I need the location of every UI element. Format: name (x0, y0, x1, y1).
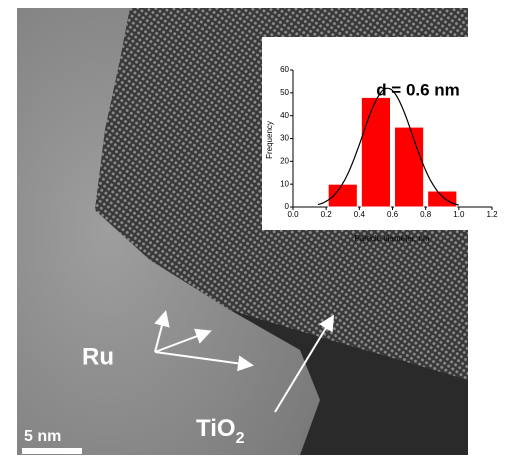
bar (328, 184, 357, 207)
scale-bar (22, 448, 82, 454)
tio2-subscript: 2 (236, 430, 245, 447)
bar (428, 191, 457, 207)
bar (361, 97, 390, 207)
y-tick-label: 50 (280, 88, 289, 97)
x-tick-label: 0.8 (420, 210, 432, 219)
x-axis-label: Particle diameter, nm (354, 234, 429, 243)
y-tick-label: 40 (280, 111, 289, 120)
x-tick-label: 0.0 (287, 210, 299, 219)
x-tick-label: 1.0 (453, 210, 465, 219)
annotation: d = 0.6 nm (376, 80, 460, 99)
ru-label: Ru (82, 343, 114, 370)
x-tick-label: 0.4 (354, 210, 366, 219)
micrograph-figure: Ru TiO2 5 nm d = 0.6 nm Particle diamete… (0, 0, 522, 455)
scale-label: 5 nm (24, 428, 61, 445)
y-tick-label: 10 (280, 179, 289, 188)
y-tick-label: 20 (280, 156, 289, 165)
x-tick-label: 0.2 (321, 210, 333, 219)
y-axis-label: Frequency (265, 121, 274, 159)
x-tick-label: 1.2 (486, 210, 498, 219)
page: Ru TiO2 5 nm d = 0.6 nm Particle diamete… (0, 0, 522, 455)
bar (395, 127, 424, 207)
tio2-text: TiO (196, 415, 236, 442)
y-tick-label: 30 (280, 134, 289, 143)
y-tick-label: 60 (280, 65, 289, 74)
x-tick-label: 0.6 (387, 210, 399, 219)
